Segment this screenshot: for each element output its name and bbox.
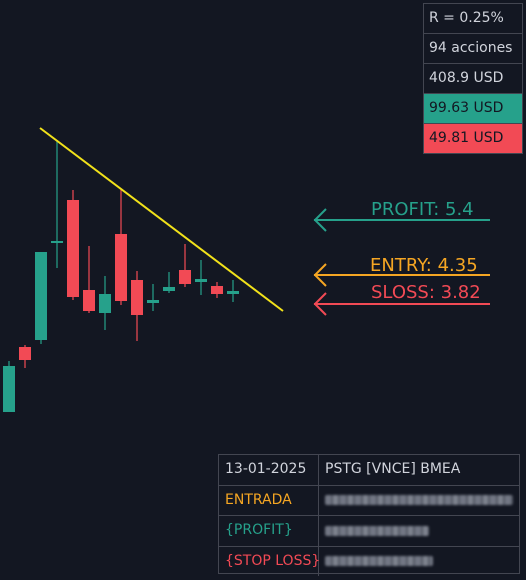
risk-percent: R = 0.25% xyxy=(424,4,522,34)
position-info-panel: R = 0.25% 94 acciones 408.9 USD 99.63 US… xyxy=(423,3,523,154)
profit-arrow-icon xyxy=(313,208,327,232)
bearish-candle xyxy=(83,290,95,311)
bearish-candle xyxy=(131,280,143,315)
bullish-candle xyxy=(195,279,207,282)
bearish-candle xyxy=(67,200,79,297)
profit-level-label: PROFIT: 5.4 xyxy=(371,199,474,220)
bullish-candle xyxy=(99,294,111,313)
share-count: 94 acciones xyxy=(424,34,522,64)
bearish-candle xyxy=(179,270,191,284)
stoploss-row-value xyxy=(319,547,519,577)
bullish-candle xyxy=(163,287,175,291)
profit-row-value xyxy=(319,516,519,546)
order-summary-table: 13-01-2025 PSTG [VNCE] BMEA ENTRADA {PRO… xyxy=(218,454,520,577)
entry-level-label: ENTRY: 4.35 xyxy=(370,255,478,276)
sloss-level-label: SLOSS: 3.82 xyxy=(371,282,481,303)
redacted-text xyxy=(325,525,429,536)
bullish-candle xyxy=(227,291,239,294)
order-date: 13-01-2025 xyxy=(219,455,319,485)
position-size: 408.9 USD xyxy=(424,64,522,94)
sloss-arrow-icon xyxy=(313,292,327,316)
profit-row-label: {PROFIT} xyxy=(219,516,319,546)
trend-line xyxy=(39,127,284,312)
table-row: {STOP LOSS} xyxy=(219,546,519,577)
entry-row-label: ENTRADA xyxy=(219,485,319,515)
table-row: ENTRADA xyxy=(219,485,519,516)
bullish-candle xyxy=(51,241,63,243)
redacted-text xyxy=(325,556,433,567)
entry-arrow-icon xyxy=(313,263,327,287)
profit-amount: 99.63 USD xyxy=(424,94,522,124)
stoploss-row-label: {STOP LOSS} xyxy=(219,546,320,576)
bullish-candle xyxy=(147,300,159,303)
order-symbols: PSTG [VNCE] BMEA xyxy=(325,461,461,478)
entry-row-value xyxy=(319,486,519,516)
bearish-candle xyxy=(211,286,223,294)
bearish-candle xyxy=(19,347,31,360)
table-row: {PROFIT} xyxy=(219,516,519,547)
bearish-candle xyxy=(115,234,127,301)
bullish-candle xyxy=(3,366,15,412)
bullish-candle xyxy=(35,252,47,340)
redacted-text xyxy=(325,495,513,506)
table-row: 13-01-2025 PSTG [VNCE] BMEA xyxy=(219,455,519,486)
loss-amount: 49.81 USD xyxy=(424,124,522,154)
